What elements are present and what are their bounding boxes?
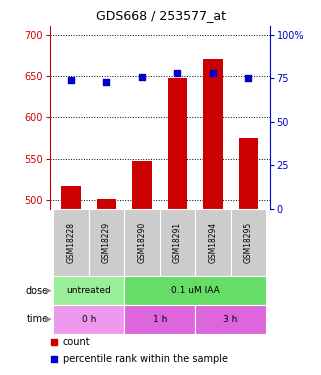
Point <box>52 356 57 362</box>
Bar <box>53 305 124 334</box>
Bar <box>89 209 124 276</box>
Text: 3 h: 3 h <box>223 315 238 324</box>
Bar <box>53 276 124 305</box>
Point <box>246 75 251 81</box>
Text: count: count <box>63 337 91 347</box>
Text: GSM18228: GSM18228 <box>66 222 75 263</box>
Text: GSM18291: GSM18291 <box>173 222 182 263</box>
Text: 0.1 uM IAA: 0.1 uM IAA <box>171 286 220 295</box>
Bar <box>53 209 89 276</box>
Text: untreated: untreated <box>66 286 111 295</box>
Bar <box>61 186 81 209</box>
Bar <box>132 160 152 209</box>
Point <box>175 70 180 76</box>
Bar <box>160 209 195 276</box>
Text: GSM18295: GSM18295 <box>244 222 253 263</box>
Bar <box>124 305 195 334</box>
Point <box>104 79 109 85</box>
Bar <box>168 78 187 209</box>
Bar <box>203 58 223 208</box>
Bar <box>239 138 258 208</box>
Point <box>52 339 57 345</box>
Point <box>139 74 144 80</box>
Bar <box>230 209 266 276</box>
Text: GSM18290: GSM18290 <box>137 222 146 263</box>
Text: dose: dose <box>26 286 49 296</box>
Text: time: time <box>27 314 49 324</box>
Bar <box>124 276 266 305</box>
Bar <box>97 199 116 208</box>
Bar <box>195 209 230 276</box>
Bar <box>195 305 266 334</box>
Point <box>68 77 74 83</box>
Point <box>210 70 215 76</box>
Text: 1 h: 1 h <box>152 315 167 324</box>
Text: GDS668 / 253577_at: GDS668 / 253577_at <box>96 9 225 22</box>
Text: GSM18294: GSM18294 <box>208 222 217 263</box>
Bar <box>124 209 160 276</box>
Text: 0 h: 0 h <box>82 315 96 324</box>
Text: GSM18229: GSM18229 <box>102 222 111 263</box>
Text: percentile rank within the sample: percentile rank within the sample <box>63 354 228 364</box>
